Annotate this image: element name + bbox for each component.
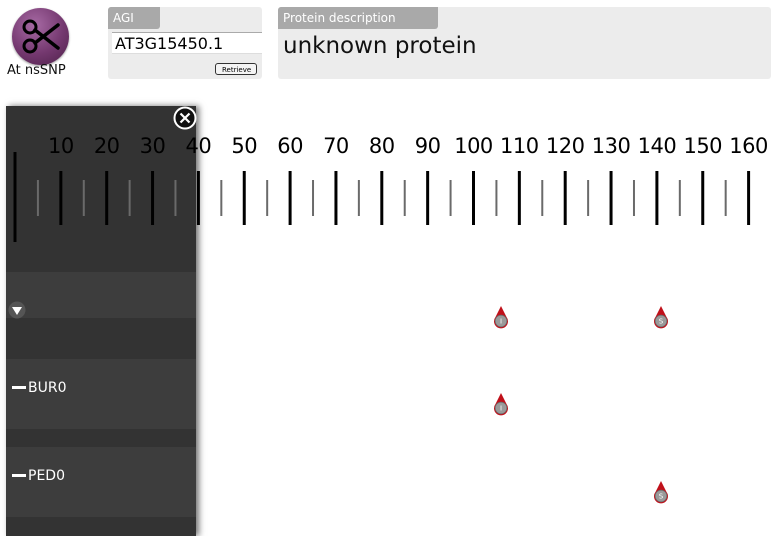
ruler-tick-label: 20 bbox=[93, 134, 120, 158]
agi-tag: AGI bbox=[108, 7, 160, 29]
app-logo bbox=[12, 8, 69, 65]
snp-letter: I bbox=[500, 318, 502, 326]
track-panel bbox=[6, 106, 196, 536]
scissors-icon bbox=[22, 19, 60, 54]
ruler-tick-label: 140 bbox=[637, 134, 677, 158]
protein-description-text: unknown protein bbox=[283, 33, 477, 59]
agi-input[interactable] bbox=[112, 32, 262, 54]
track-label-ped0[interactable]: PED0 bbox=[28, 468, 65, 484]
app-name: At nsSNP bbox=[7, 63, 66, 78]
ruler-tick-label: 100 bbox=[454, 134, 493, 158]
protein-description-panel: Protein description unknown protein bbox=[278, 7, 771, 79]
ruler-tick-label: 110 bbox=[500, 134, 539, 158]
ruler-tick-label: 60 bbox=[277, 134, 303, 158]
dash-icon bbox=[12, 386, 26, 389]
ruler-tick-label: 90 bbox=[414, 134, 441, 158]
ruler-tick-label: 120 bbox=[545, 134, 585, 158]
ruler-tick-label: 30 bbox=[139, 134, 166, 158]
ruler-tick-label: 150 bbox=[683, 134, 723, 158]
position-ruler bbox=[13, 152, 751, 242]
track-label-bur0[interactable]: BUR0 bbox=[28, 380, 67, 396]
ruler-tick-label: 160 bbox=[729, 134, 768, 158]
close-circle-icon[interactable] bbox=[173, 106, 197, 130]
protein-description-tag: Protein description bbox=[278, 7, 438, 29]
retrieve-button[interactable]: Retrieve bbox=[215, 63, 257, 75]
track-band bbox=[6, 359, 196, 429]
snp-marker[interactable]: S bbox=[651, 480, 671, 510]
track-band bbox=[6, 447, 196, 517]
snp-marker[interactable]: I bbox=[491, 392, 511, 422]
snp-letter: S bbox=[659, 493, 664, 501]
ruler-tick-label: 10 bbox=[47, 134, 74, 158]
snp-marker[interactable]: S bbox=[651, 305, 671, 335]
snp-letter: S bbox=[659, 318, 664, 326]
snp-letter: I bbox=[500, 405, 502, 413]
snp-marker[interactable]: I bbox=[491, 305, 511, 335]
ruler-tick-label: 50 bbox=[231, 134, 258, 158]
ruler-tick-label: 130 bbox=[591, 134, 631, 158]
track-band bbox=[6, 272, 196, 318]
dash-icon bbox=[12, 474, 26, 477]
agi-panel: AGI Retrieve bbox=[108, 7, 262, 79]
ruler-tick-label: 80 bbox=[368, 134, 395, 158]
ruler-tick-label: 40 bbox=[185, 134, 212, 158]
triangle-down-icon[interactable] bbox=[8, 301, 26, 319]
ruler-tick-label: 70 bbox=[323, 134, 349, 158]
